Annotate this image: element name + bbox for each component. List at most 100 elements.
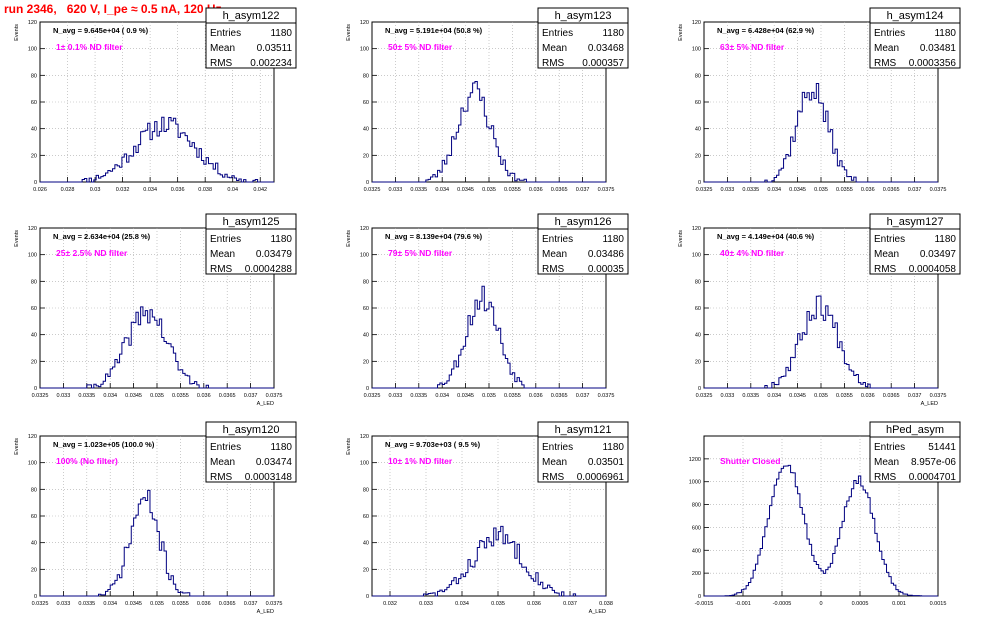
x-tick-label: 0.0365: [551, 393, 568, 399]
histogram-name: h_asym125: [223, 216, 280, 228]
rms-value: 0.0004058: [909, 264, 957, 275]
x-tick-label: 0.033: [57, 601, 71, 607]
x-tick-label: 0.035: [150, 601, 164, 607]
y-tick-label: 80: [363, 279, 369, 285]
y-tick-label: 80: [31, 73, 37, 79]
x-tick-label: 0.0325: [696, 187, 713, 193]
y-tick-label: 20: [695, 153, 701, 159]
x-tick-label: 0.0015: [930, 601, 947, 607]
rms-label: RMS: [542, 264, 565, 275]
histogram-panel-h_asym124: 0 20 40 60 80 100 120 0.0325 0.033 0.0335 0.034 0.0…: [678, 7, 961, 193]
x-tick-label: 0.034: [103, 601, 117, 607]
y-tick-label: 40: [31, 333, 37, 339]
x-tick-label: 0.0375: [930, 187, 947, 193]
mean-value: 0.03486: [588, 249, 625, 260]
x-tick-label: 0.0375: [598, 187, 615, 193]
x-tick-label: 0.037: [244, 393, 258, 399]
x-tick-label: 0.0325: [32, 393, 49, 399]
rms-label: RMS: [210, 472, 233, 483]
histogram-panel-h_asym120: 0 20 40 60 80 100 120 0.0325 0.033 0.0335 0.034 0.0…: [14, 421, 297, 615]
x-tick-label: 0.036: [197, 393, 211, 399]
y-tick-label: 40: [695, 127, 701, 133]
navg-label: N_avg = 4.149e+04 (40.6 %): [717, 232, 815, 241]
entries-label: Entries: [874, 28, 905, 39]
x-tick-label: 0.034: [435, 393, 449, 399]
entries-label: Entries: [542, 28, 573, 39]
histogram-name: h_asym121: [555, 424, 612, 436]
x-tick-label: 0.0355: [172, 393, 189, 399]
x-tick-label: 0.0345: [457, 393, 474, 399]
rms-value: 0.0004701: [909, 472, 957, 483]
y-tick-label: 100: [692, 253, 701, 259]
y-tick-label: 0: [34, 594, 37, 600]
y-tick-label: 80: [363, 73, 369, 79]
mean-label: Mean: [210, 457, 235, 468]
x-tick-label: 0.0355: [836, 393, 853, 399]
navg-label: N_avg = 1.023e+05 (100.0 %): [53, 440, 155, 449]
histogram-panel-h_asym121: 0 20 40 60 80 100 120 0.032 0.033 0.034 0.035 0.036…: [346, 421, 629, 615]
entries-value: 1180: [934, 28, 956, 39]
x-tick-label: 0.034: [455, 601, 469, 607]
x-tick-label: 0.0335: [78, 393, 95, 399]
y-tick-label: 60: [31, 306, 37, 312]
histogram-line: [372, 285, 606, 389]
histogram-panel-hPed_asym: 0 200 400 600 800 1000 1200 -0.0015 -0.001 -0.000…: [689, 421, 961, 607]
y-tick-label: 60: [363, 514, 369, 520]
rms-label: RMS: [210, 58, 233, 69]
y-tick-label: 0: [366, 386, 369, 392]
histogram-line: [704, 295, 938, 389]
x-tick-label: 0.034: [767, 393, 781, 399]
x-tick-label: 0.032: [116, 187, 130, 193]
x-tick-label: 0.033: [721, 187, 735, 193]
mean-label: Mean: [542, 249, 567, 260]
navg-label: N_avg = 9.703e+03 ( 9.5 %): [385, 440, 481, 449]
mean-value: 8.957e-06: [911, 457, 956, 468]
filter-label: Shutter Closed: [720, 456, 780, 466]
filter-label: 1± 0.1% ND filter: [56, 42, 123, 52]
stats-box: [205, 22, 297, 69]
x-tick-label: 0.0375: [266, 393, 283, 399]
entries-value: 1180: [602, 442, 624, 453]
mean-label: Mean: [210, 43, 235, 54]
x-tick-label: 0.0335: [78, 601, 95, 607]
x-tick-label: 0.0335: [410, 393, 427, 399]
mean-value: 0.03501: [588, 457, 625, 468]
mean-label: Mean: [542, 457, 567, 468]
entries-label: Entries: [542, 442, 573, 453]
rms-value: 0.0006961: [577, 472, 625, 483]
x-tick-label: 0.0355: [504, 393, 521, 399]
y-tick-label: 40: [363, 541, 369, 547]
x-tick-label: 0.04: [227, 187, 238, 193]
y-axis-label: Events: [14, 24, 20, 41]
mean-label: Mean: [874, 249, 899, 260]
x-tick-label: -0.001: [735, 601, 751, 607]
x-tick-label: 0.0345: [125, 601, 142, 607]
y-tick-label: 0: [366, 180, 369, 186]
x-tick-label: 0.033: [389, 187, 403, 193]
entries-label: Entries: [210, 234, 241, 245]
y-tick-label: 200: [692, 571, 701, 577]
x-tick-label: 0.0325: [696, 393, 713, 399]
x-tick-label: 0.035: [814, 187, 828, 193]
y-tick-label: 0: [698, 180, 701, 186]
y-axis-label: Events: [678, 24, 684, 41]
x-tick-label: 0.033: [721, 393, 735, 399]
entries-value: 51441: [928, 442, 956, 453]
x-tick-label: 0.034: [143, 187, 157, 193]
x-tick-label: 0: [819, 601, 822, 607]
x-tick-label: 0.0375: [266, 601, 283, 607]
y-tick-label: 600: [692, 525, 701, 531]
y-tick-label: 60: [695, 100, 701, 106]
x-tick-label: 0.0365: [551, 187, 568, 193]
rms-label: RMS: [874, 472, 897, 483]
y-tick-label: 400: [692, 548, 701, 554]
x-tick-label: 0.026: [33, 187, 47, 193]
filter-label: 63± 5% ND filter: [720, 42, 785, 52]
y-tick-label: 60: [363, 100, 369, 106]
x-tick-label: 0.0355: [504, 187, 521, 193]
histogram-name: h_asym124: [887, 10, 944, 22]
y-axis-label: Events: [678, 230, 684, 247]
y-tick-label: 800: [692, 503, 701, 509]
entries-value: 1180: [934, 234, 956, 245]
